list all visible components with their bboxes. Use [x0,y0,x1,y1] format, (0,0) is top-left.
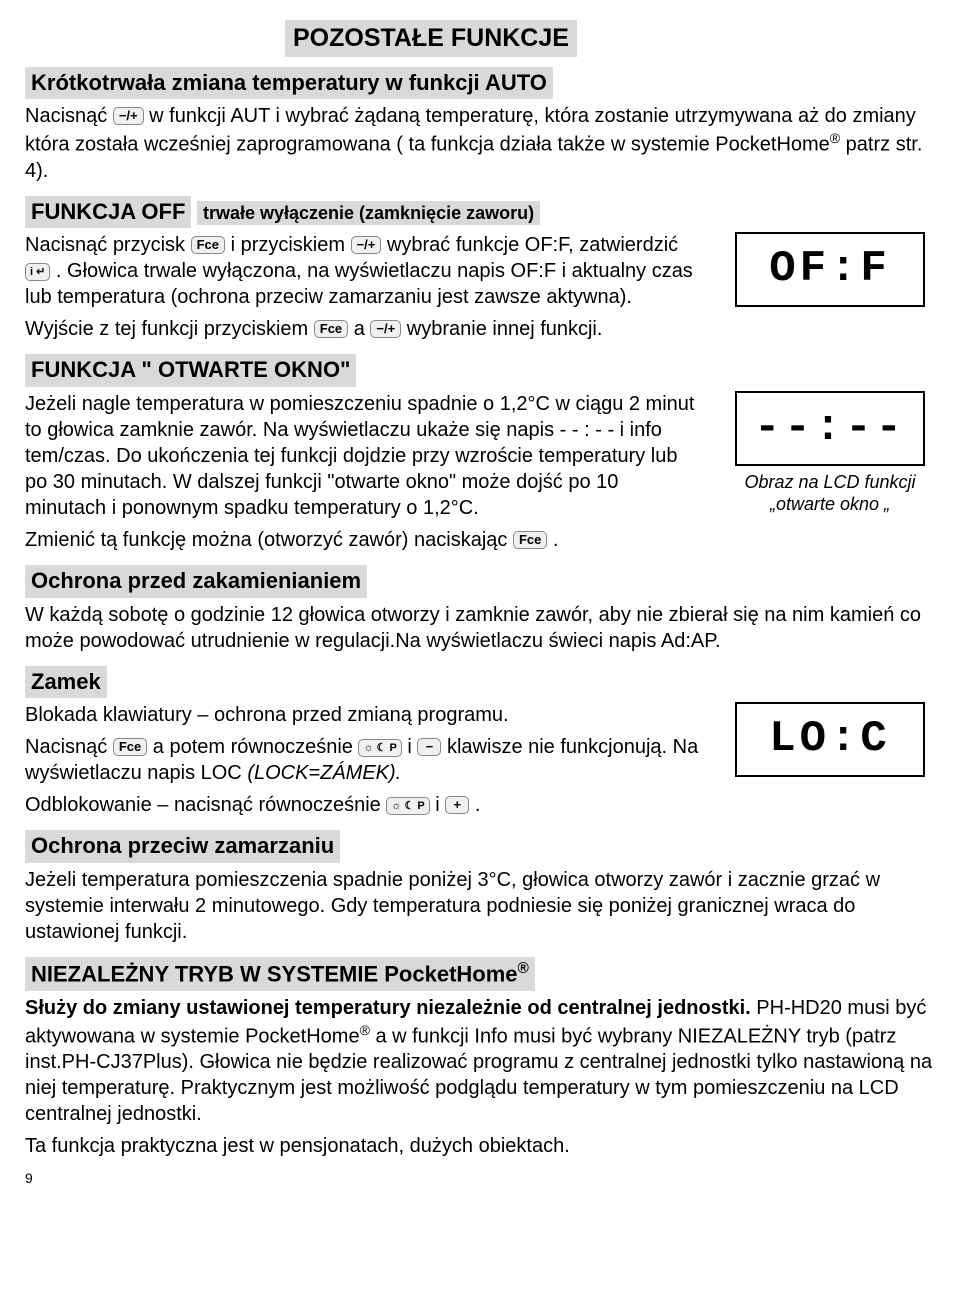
text: Zmienić tą funkcję można (otworzyć zawór… [25,529,513,551]
heading-openwindow: FUNKCJA " OTWARTE OKNO" [25,354,356,387]
text: NIEZALEŻNY TRYB W SYSTEMIE PocketHome [31,961,518,986]
text: Nacisnąć przycisk [25,234,191,256]
anticalc-p1: W każdą sobotę o godzinie 12 głowica otw… [25,602,935,654]
key-ienter: i ↵ [25,263,50,281]
text: Wyjście z tej funkcji przyciskiem [25,318,314,340]
text: Służy do zmiany ustawionej temperatury n… [25,997,751,1019]
text: Nacisnąć [25,105,113,127]
text: Odblokowanie – nacisnąć równocześnie [25,794,386,816]
text: Nacisnąć [25,736,113,758]
key-fce: Fce [513,531,547,549]
text: i [407,736,417,758]
openwindow-p1: Jeżeli nagle temperatura w pomieszczeniu… [25,391,705,521]
heading-antifreeze: Ochrona przeciw zamarzaniu [25,830,340,863]
lcd-openwindow-caption: Obraz na LCD funkcji „otwarte okno „ [725,472,935,515]
heading-off: FUNKCJA OFF [25,196,191,229]
heading-off-row: FUNKCJA OFF trwałe wyłączenie (zamknięci… [25,190,935,233]
heading-lock: Zamek [25,666,107,699]
heading-independent: NIEZALEŻNY TRYB W SYSTEMIE PocketHome® [25,957,535,991]
antifreeze-p1: Jeżeli temperatura pomieszczenia spadnie… [25,867,935,945]
lock-p3: Odblokowanie – nacisnąć równocześnie ☼ ☾… [25,792,705,818]
lock-p2: Nacisnąć Fce a potem równocześnie ☼ ☾ P … [25,734,705,786]
key-minus: − [417,738,441,756]
text: . [475,794,481,816]
text: i [435,794,445,816]
text: a [354,318,371,340]
key-plusminus: −/+ [113,107,144,125]
lcd-lock: LO:C [735,702,925,777]
page-title: POZOSTAŁE FUNKCJE [285,20,577,57]
text: i przyciskiem [231,234,351,256]
key-plus: + [445,796,469,814]
key-fce: Fce [314,320,348,338]
auto-body: Nacisnąć −/+ w funkcji AUT i wybrać żąda… [25,103,935,184]
off-p1: Nacisnąć przycisk Fce i przyciskiem −/+ … [25,232,705,310]
text: . Głowica trwale wyłączona, na wyświetla… [25,260,693,308]
text: . [553,529,559,551]
independent-p2: Ta funkcja praktyczna jest w pensjonatac… [25,1133,935,1159]
text: wybrać funkcje OF:F, zatwierdzić [387,234,678,256]
independent-p1: Służy do zmiany ustawionej temperatury n… [25,995,935,1128]
text: a potem równocześnie [153,736,359,758]
lock-p1: Blokada klawiatury – ochrona przed zmian… [25,702,705,728]
key-plusminus: −/+ [351,236,382,254]
lcd-openwindow: --:-- [735,391,925,466]
off-p2: Wyjście z tej funkcji przyciskiem Fce a … [25,316,705,342]
heading-auto: Krótkotrwała zmiana temperatury w funkcj… [25,67,553,100]
heading-anticalc: Ochrona przed zakamienianiem [25,565,367,598]
reg-mark: ® [360,1022,370,1038]
reg-mark: ® [518,960,529,977]
openwindow-p2: Zmienić tą funkcję można (otworzyć zawór… [25,527,705,553]
key-fce: Fce [113,738,147,756]
lock-zamek-note: (LOCK=ZÁMEK). [247,762,401,784]
text: w funkcji AUT i wybrać żądaną temperatur… [25,105,916,156]
off-subheading: trwałe wyłączenie (zamknięcie zaworu) [197,201,540,225]
reg-mark: ® [830,130,840,146]
key-plusminus: −/+ [370,320,401,338]
key-fce: Fce [191,236,225,254]
lcd-off: OF:F [735,232,925,307]
text: wybranie innej funkcji. [407,318,603,340]
page-number: 9 [25,1169,935,1187]
key-sunp: ☼ ☾ P [358,739,401,757]
key-sunp: ☼ ☾ P [386,797,429,815]
